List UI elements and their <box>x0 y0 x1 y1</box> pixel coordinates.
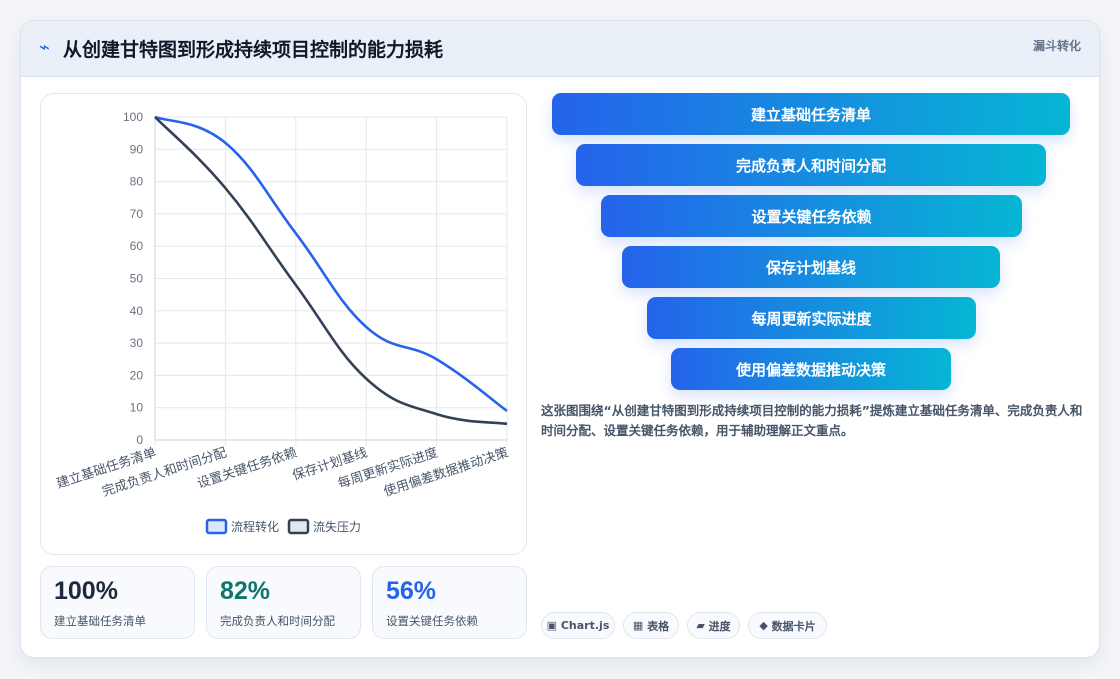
y-tick-label: 70 <box>130 207 144 221</box>
pill-progress[interactable]: ▰ 进度 <box>687 612 740 639</box>
series-line-1 <box>154 115 508 412</box>
y-tick-label: 60 <box>130 239 144 253</box>
data-card-icon: ◆ <box>759 619 768 632</box>
pill-label: 进度 <box>708 619 731 633</box>
header: ⌁ 从创建甘特图到形成持续项目控制的能力损耗 漏斗转化 <box>21 21 1099 77</box>
y-tick-label: 0 <box>136 433 143 447</box>
legend-label: 流程转化 <box>231 519 279 534</box>
pill-table[interactable]: ▦ 表格 <box>623 612 679 639</box>
pill-chartjs[interactable]: ▣ Chart.js <box>541 612 615 639</box>
y-tick-label: 10 <box>130 401 144 415</box>
funnel-tag: 漏斗转化 <box>1032 39 1081 53</box>
legend-swatch <box>287 518 310 535</box>
page-title: 从创建甘特图到形成持续项目控制的能力损耗 <box>63 39 444 61</box>
funnel-stage-5: 每周更新实际进度 <box>647 297 976 339</box>
stat-value: 82% <box>220 577 271 605</box>
series-line-2 <box>154 116 508 426</box>
progress-icon: ▰ <box>696 619 705 632</box>
stat-value: 56% <box>386 577 437 605</box>
y-tick-label: 50 <box>130 272 144 286</box>
y-tick-label: 80 <box>130 175 144 189</box>
pill-label: 表格 <box>647 619 670 633</box>
pill-label: 数据卡片 <box>771 619 816 633</box>
chart-icon: ▣ <box>546 619 558 632</box>
bolt-icon: ⌁ <box>39 37 50 58</box>
y-tick-label: 40 <box>130 304 144 318</box>
y-tick-label: 30 <box>130 336 144 350</box>
legend-swatch <box>205 518 228 535</box>
main-card: ⌁ 从创建甘特图到形成持续项目控制的能力损耗 漏斗转化 0 10 20 30 40 50 6… <box>20 20 1100 658</box>
stat-value: 100% <box>54 577 118 605</box>
pill-label: Chart.js <box>560 619 610 632</box>
funnel-stage-1: 建立基础任务清单 <box>552 93 1070 135</box>
line-chart: 0 10 20 30 40 50 60 70 80 90 100 建立基础任务清单 完成负责人和时间分配… <box>40 93 527 555</box>
stat-card-2: 82% 完成负责人和时间分配 <box>206 566 361 639</box>
stat-card-3: 56% 设置关键任务依赖 <box>372 566 527 639</box>
funnel-stage-3: 设置关键任务依赖 <box>601 195 1022 237</box>
stat-label: 建立基础任务清单 <box>54 614 146 628</box>
funnel-stage-6: 使用偏差数据推动决策 <box>671 348 951 390</box>
funnel-stage-2: 完成负责人和时间分配 <box>576 144 1046 186</box>
funnel-stage-4: 保存计划基线 <box>622 246 1000 288</box>
y-tick-label: 100 <box>123 110 143 124</box>
stat-label: 设置关键任务依赖 <box>386 614 478 628</box>
chart-canvas: 0102030405060708090100建立基础任务清单完成负责人和时间分配… <box>54 110 510 535</box>
stat-label: 完成负责人和时间分配 <box>220 614 335 628</box>
y-tick-label: 90 <box>130 142 144 156</box>
table-icon: ▦ <box>632 619 644 632</box>
y-tick-label: 20 <box>130 368 144 382</box>
stat-card-1: 100% 建立基础任务清单 <box>40 566 195 639</box>
description: 这张图围绕“从创建甘特图到形成持续项目控制的能力损耗”提炼建立基础任务清单、完成… <box>541 403 1083 438</box>
pill-data-card[interactable]: ◆ 数据卡片 <box>748 612 827 639</box>
legend-label: 流失压力 <box>313 519 361 534</box>
